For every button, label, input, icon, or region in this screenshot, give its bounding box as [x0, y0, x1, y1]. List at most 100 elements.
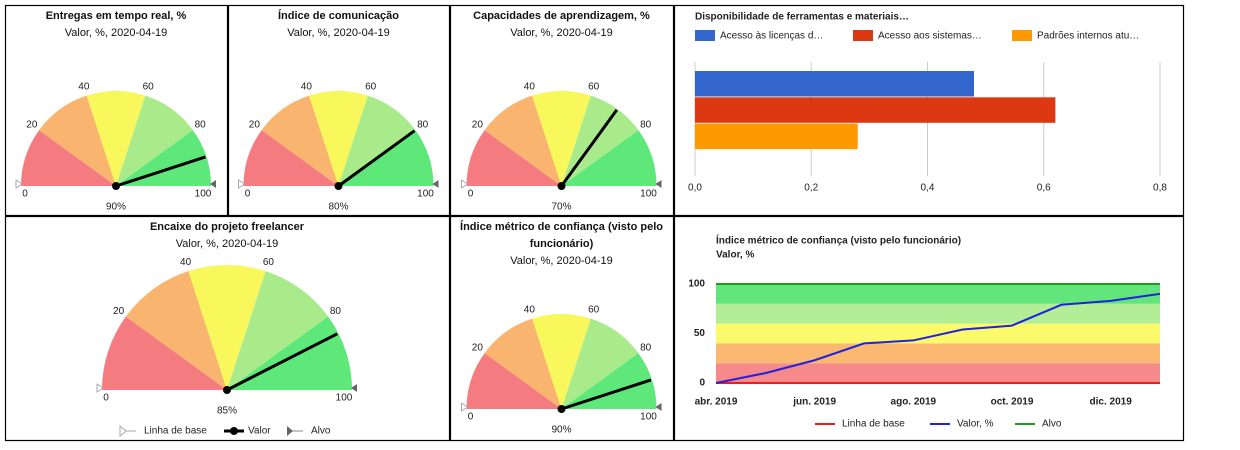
baseline-marker — [15, 179, 23, 189]
chart-subtitle: Valor, % — [716, 250, 754, 261]
gauge-band — [86, 91, 146, 186]
legend-label: Valor, % — [957, 419, 994, 430]
gauge-value-label: 90% — [106, 202, 126, 213]
gauge-tick-label: 40 — [78, 82, 90, 93]
gauge-needle — [115, 155, 206, 188]
needle-hub — [112, 182, 120, 190]
chart-subtitle: Valor, %, 2020-04-19 — [64, 27, 168, 39]
gauge-tick-label: 80 — [330, 306, 342, 317]
gauge-titles: Encaixe do projeto freelancer Valor, %, 2… — [10, 219, 444, 253]
target-marker — [210, 180, 216, 188]
x-tick-label: jun. 2019 — [792, 397, 836, 408]
legend-label: Acesso às licenças d… — [720, 31, 823, 42]
gauge-tick-label: 0 — [468, 189, 474, 200]
target-marker — [351, 384, 357, 392]
legend-swatch — [853, 30, 873, 41]
gauge-tick-label: 80 — [195, 120, 207, 131]
needle-hub — [557, 182, 566, 190]
gauge-band — [466, 353, 562, 409]
gauge-tick-label: 0 — [468, 412, 474, 423]
gauge-band — [227, 316, 352, 390]
gauge-tick-label: 20 — [26, 120, 38, 131]
legend-label: Acesso aos sistemas… — [878, 31, 982, 42]
gauge-tick-label: 100 — [336, 393, 353, 404]
legend-label: Alvo — [311, 426, 331, 437]
gauge-band — [561, 130, 657, 186]
panel — [449, 4, 675, 217]
gauge-needle — [226, 332, 338, 392]
gauge-tick-label: 40 — [524, 82, 536, 93]
gauge-value-label: 70% — [551, 202, 571, 213]
background-band — [716, 323, 1160, 344]
gauge-tick-label: 60 — [365, 82, 377, 93]
gauge-band — [561, 318, 639, 409]
x-tick-label: dic. 2019 — [1090, 397, 1133, 408]
gauge-tick-label: 60 — [588, 305, 600, 316]
bar — [695, 123, 858, 150]
gauge-tick-label: 20 — [113, 306, 125, 317]
gauge-value-label: 80% — [328, 202, 348, 213]
gauge-band — [338, 95, 416, 186]
x-tick-label: 0,0 — [688, 183, 702, 194]
legend-swatch — [1012, 30, 1032, 41]
gauge-tick-label: 100 — [195, 189, 212, 200]
gauge-band — [102, 316, 227, 390]
gauge-tick-label: 80 — [640, 120, 652, 131]
gauge-titles: Capacidades de aprendizagem, % Valor, %, … — [455, 8, 668, 42]
gauge-band — [125, 271, 227, 390]
chart-title: Índice métrico de confiança (visto pelo … — [460, 221, 663, 250]
needle-hub — [223, 386, 231, 394]
gauge-tick-label: 100 — [640, 412, 657, 423]
chart-subtitle: Valor, %, 2020-04-19 — [175, 238, 279, 250]
x-tick-label: oct. 2019 — [991, 397, 1034, 408]
gauge-tick-label: 0 — [245, 189, 251, 200]
panel — [673, 215, 1185, 442]
x-tick-label: ago. 2019 — [891, 397, 937, 408]
gauge-band — [21, 130, 116, 186]
y-tick-label: 50 — [694, 328, 706, 339]
chart-title: Disponibilidade de ferramentas e materia… — [695, 12, 909, 23]
chart-title: Entregas em tempo real, % — [45, 10, 187, 22]
gauge-tick-label: 60 — [143, 82, 155, 93]
needle-hub — [557, 405, 566, 413]
needle-hub — [334, 182, 343, 190]
baseline-marker — [461, 402, 469, 412]
gauge-tick-label: 20 — [472, 343, 484, 354]
gauge-band — [484, 318, 562, 409]
gauge-titles: Índice de comunicação Valor, %, 2020-04-1… — [233, 8, 444, 42]
gauge-band — [532, 314, 591, 409]
gauge-tick-label: 100 — [640, 189, 657, 200]
gauge-value-label: 85% — [217, 406, 237, 417]
chart-title: Índice métrico de confiança (visto pelo … — [716, 234, 961, 247]
y-tick-label: 100 — [688, 279, 705, 290]
gauge-value-label: 90% — [551, 425, 571, 436]
chart-subtitle: Valor, %, 2020-04-19 — [287, 27, 390, 39]
baseline-marker — [96, 383, 104, 393]
gauge-band — [484, 95, 562, 186]
gauge-tick-label: 0 — [103, 393, 109, 404]
bar — [695, 97, 1056, 123]
gauge-tick-label: 60 — [588, 82, 600, 93]
gauge-tick-label: 40 — [180, 257, 192, 268]
gauge-tick-label: 0 — [22, 189, 28, 200]
gauge-band — [227, 271, 329, 390]
background-band — [716, 363, 1160, 383]
panel — [449, 215, 675, 442]
gauge-tick-label: 20 — [472, 120, 484, 131]
chart-subtitle: Valor, %, 2020-04-19 — [510, 27, 613, 39]
gauge-tick-label: 60 — [263, 257, 275, 268]
gauge-tick-label: 80 — [640, 343, 652, 354]
chart-title: Capacidades de aprendizagem, % — [473, 10, 650, 22]
gauge-band — [188, 265, 266, 390]
legend-swatch — [695, 30, 715, 41]
panel — [227, 4, 451, 217]
panel — [4, 215, 451, 442]
background-band — [716, 343, 1160, 364]
line-series — [715, 292, 1161, 384]
chart-title: Encaixe do projeto freelancer — [149, 221, 305, 233]
legend-label: Valor — [248, 426, 271, 437]
gauge-tick-label: 40 — [301, 82, 313, 93]
gauge-needle — [561, 378, 652, 411]
legend-label: Linha de base — [144, 426, 207, 437]
